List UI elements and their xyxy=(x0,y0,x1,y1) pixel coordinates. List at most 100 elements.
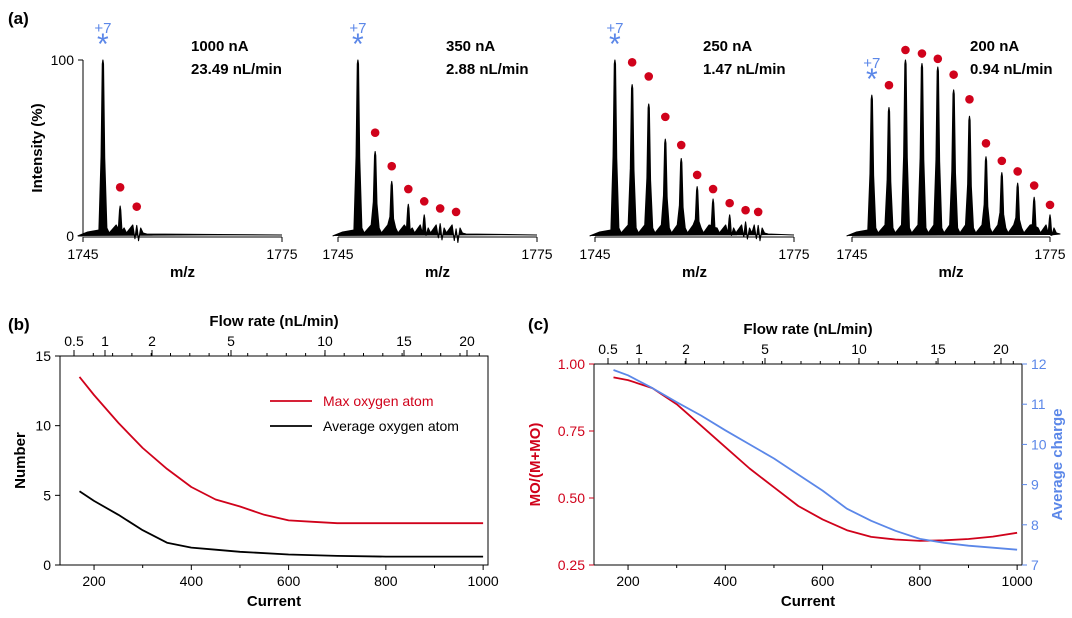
y-tick-label: 0.25 xyxy=(558,557,585,573)
x-tick-label: 800 xyxy=(374,573,398,589)
series-line xyxy=(613,376,1018,542)
top-x-tick-label: 1 xyxy=(635,341,643,357)
plot-frame xyxy=(593,363,1023,566)
y-axis-label: Intensity (%) xyxy=(29,103,46,192)
flow-rate-label: 1.47 nL/min xyxy=(703,61,786,78)
y-axis-label: MO/(M+MO) xyxy=(527,423,544,507)
series-line xyxy=(613,369,1018,551)
y-right-tick-label: 8 xyxy=(1031,517,1039,533)
series-line xyxy=(78,376,484,525)
x-tick-label: 600 xyxy=(811,573,835,589)
x-tick-label: 600 xyxy=(277,573,301,589)
x-axis-label: m/z xyxy=(682,264,707,281)
flow-rate-label: 23.49 nL/min xyxy=(191,61,282,78)
x-axis-label: m/z xyxy=(170,264,195,281)
charge-state-label: +7 xyxy=(606,20,623,37)
oxidation-dot xyxy=(965,94,974,104)
current-label: 250 nA xyxy=(703,38,752,55)
oxidation-dot xyxy=(901,45,910,55)
oxidation-dot xyxy=(644,72,654,81)
current-label: 350 nA xyxy=(446,38,495,55)
panel-label: (a) xyxy=(8,9,29,28)
x-tick-label: 1745 xyxy=(579,246,610,262)
oxidation-dot xyxy=(1045,200,1055,210)
x-tick-label: 800 xyxy=(908,573,932,589)
oxidation-dot xyxy=(933,54,943,64)
x-tick-label: 1775 xyxy=(778,246,809,262)
top-x-axis-label: Flow rate (nL/min) xyxy=(209,313,338,330)
oxidation-dot xyxy=(692,170,702,180)
x-tick-label: 1745 xyxy=(322,246,353,262)
oxidation-dot xyxy=(115,182,125,192)
oxidation-dot xyxy=(387,161,397,171)
oxidation-dot xyxy=(725,198,734,208)
x-tick-label: 1745 xyxy=(836,246,867,262)
x-axis-label: Current xyxy=(781,593,835,610)
top-x-tick-label: 15 xyxy=(396,333,412,349)
spectrum-trace xyxy=(589,59,795,242)
current-label: 200 nA xyxy=(970,38,1019,55)
flow-rate-label: 2.88 nL/min xyxy=(446,61,529,78)
plot-frame xyxy=(59,355,489,566)
oxidation-dot xyxy=(708,184,718,194)
top-x-tick-label: 10 xyxy=(317,333,333,349)
x-tick-label: 400 xyxy=(180,573,204,589)
x-tick-label: 1775 xyxy=(1034,246,1065,262)
y-tick-label: 100 xyxy=(51,52,75,68)
oxidation-dot xyxy=(451,207,461,217)
oxidation-dot xyxy=(404,184,413,194)
panel-label: (c) xyxy=(528,315,549,334)
charge-star-marker: * xyxy=(97,28,109,61)
charge-star-marker: * xyxy=(352,28,364,61)
top-x-axis-label: Flow rate (nL/min) xyxy=(743,321,872,338)
oxidation-dot xyxy=(370,128,380,138)
x-tick-label: 200 xyxy=(616,573,640,589)
panel-b: (b) 200 400 600 800 1000 Current 0.5 1 2 5 10 15 20 Fl… xyxy=(8,313,499,610)
oxidation-dot xyxy=(419,197,429,206)
y-right-tick-label: 12 xyxy=(1031,356,1047,372)
oxidation-dot xyxy=(917,49,927,58)
oxidation-dot xyxy=(1029,181,1039,190)
oxidation-dot xyxy=(435,204,445,213)
x-tick-label: 1745 xyxy=(67,246,98,262)
oxidation-dot xyxy=(981,138,991,148)
top-x-tick-label: 20 xyxy=(993,341,1009,357)
x-tick-label: 400 xyxy=(714,573,738,589)
series-line xyxy=(78,490,484,558)
oxidation-dot xyxy=(753,207,763,217)
y-right-tick-label: 7 xyxy=(1031,557,1039,573)
x-tick-label: 1000 xyxy=(1002,573,1033,589)
x-tick-label: 1775 xyxy=(521,246,552,262)
spectrum-trace xyxy=(77,59,283,242)
top-x-tick-label: 2 xyxy=(148,333,156,349)
y-right-tick-label: 9 xyxy=(1031,477,1039,493)
x-tick-label: 1000 xyxy=(468,573,499,589)
x-tick-label: 1775 xyxy=(266,246,297,262)
top-x-tick-label: 15 xyxy=(930,341,946,357)
charge-state-label: +7 xyxy=(94,20,111,37)
charge-star-marker: * xyxy=(866,63,878,96)
top-x-tick-label: 5 xyxy=(227,333,235,349)
y-right-tick-label: 11 xyxy=(1031,396,1046,412)
oxidation-dot xyxy=(676,140,686,150)
charge-state-label: +7 xyxy=(863,55,880,72)
oxidation-dot xyxy=(949,70,958,79)
legend-label: Max oxygen atom xyxy=(323,393,434,409)
y-tick-label: 0.75 xyxy=(558,423,585,439)
top-x-tick-label: 20 xyxy=(459,333,475,349)
top-x-tick-label: 1 xyxy=(101,333,109,349)
top-x-tick-label: 0.5 xyxy=(598,341,618,357)
oxidation-dot xyxy=(627,58,637,67)
spectrum-trace xyxy=(846,59,1061,237)
oxidation-dot xyxy=(997,156,1007,166)
oxidation-dot xyxy=(1013,167,1022,176)
x-axis-label: m/z xyxy=(425,264,450,281)
current-label: 1000 nA xyxy=(191,38,249,55)
top-x-tick-label: 10 xyxy=(851,341,867,357)
y-tick-label: 10 xyxy=(35,418,51,434)
flow-rate-label: 0.94 nL/min xyxy=(970,61,1053,78)
y-tick-label: 0 xyxy=(66,228,74,244)
